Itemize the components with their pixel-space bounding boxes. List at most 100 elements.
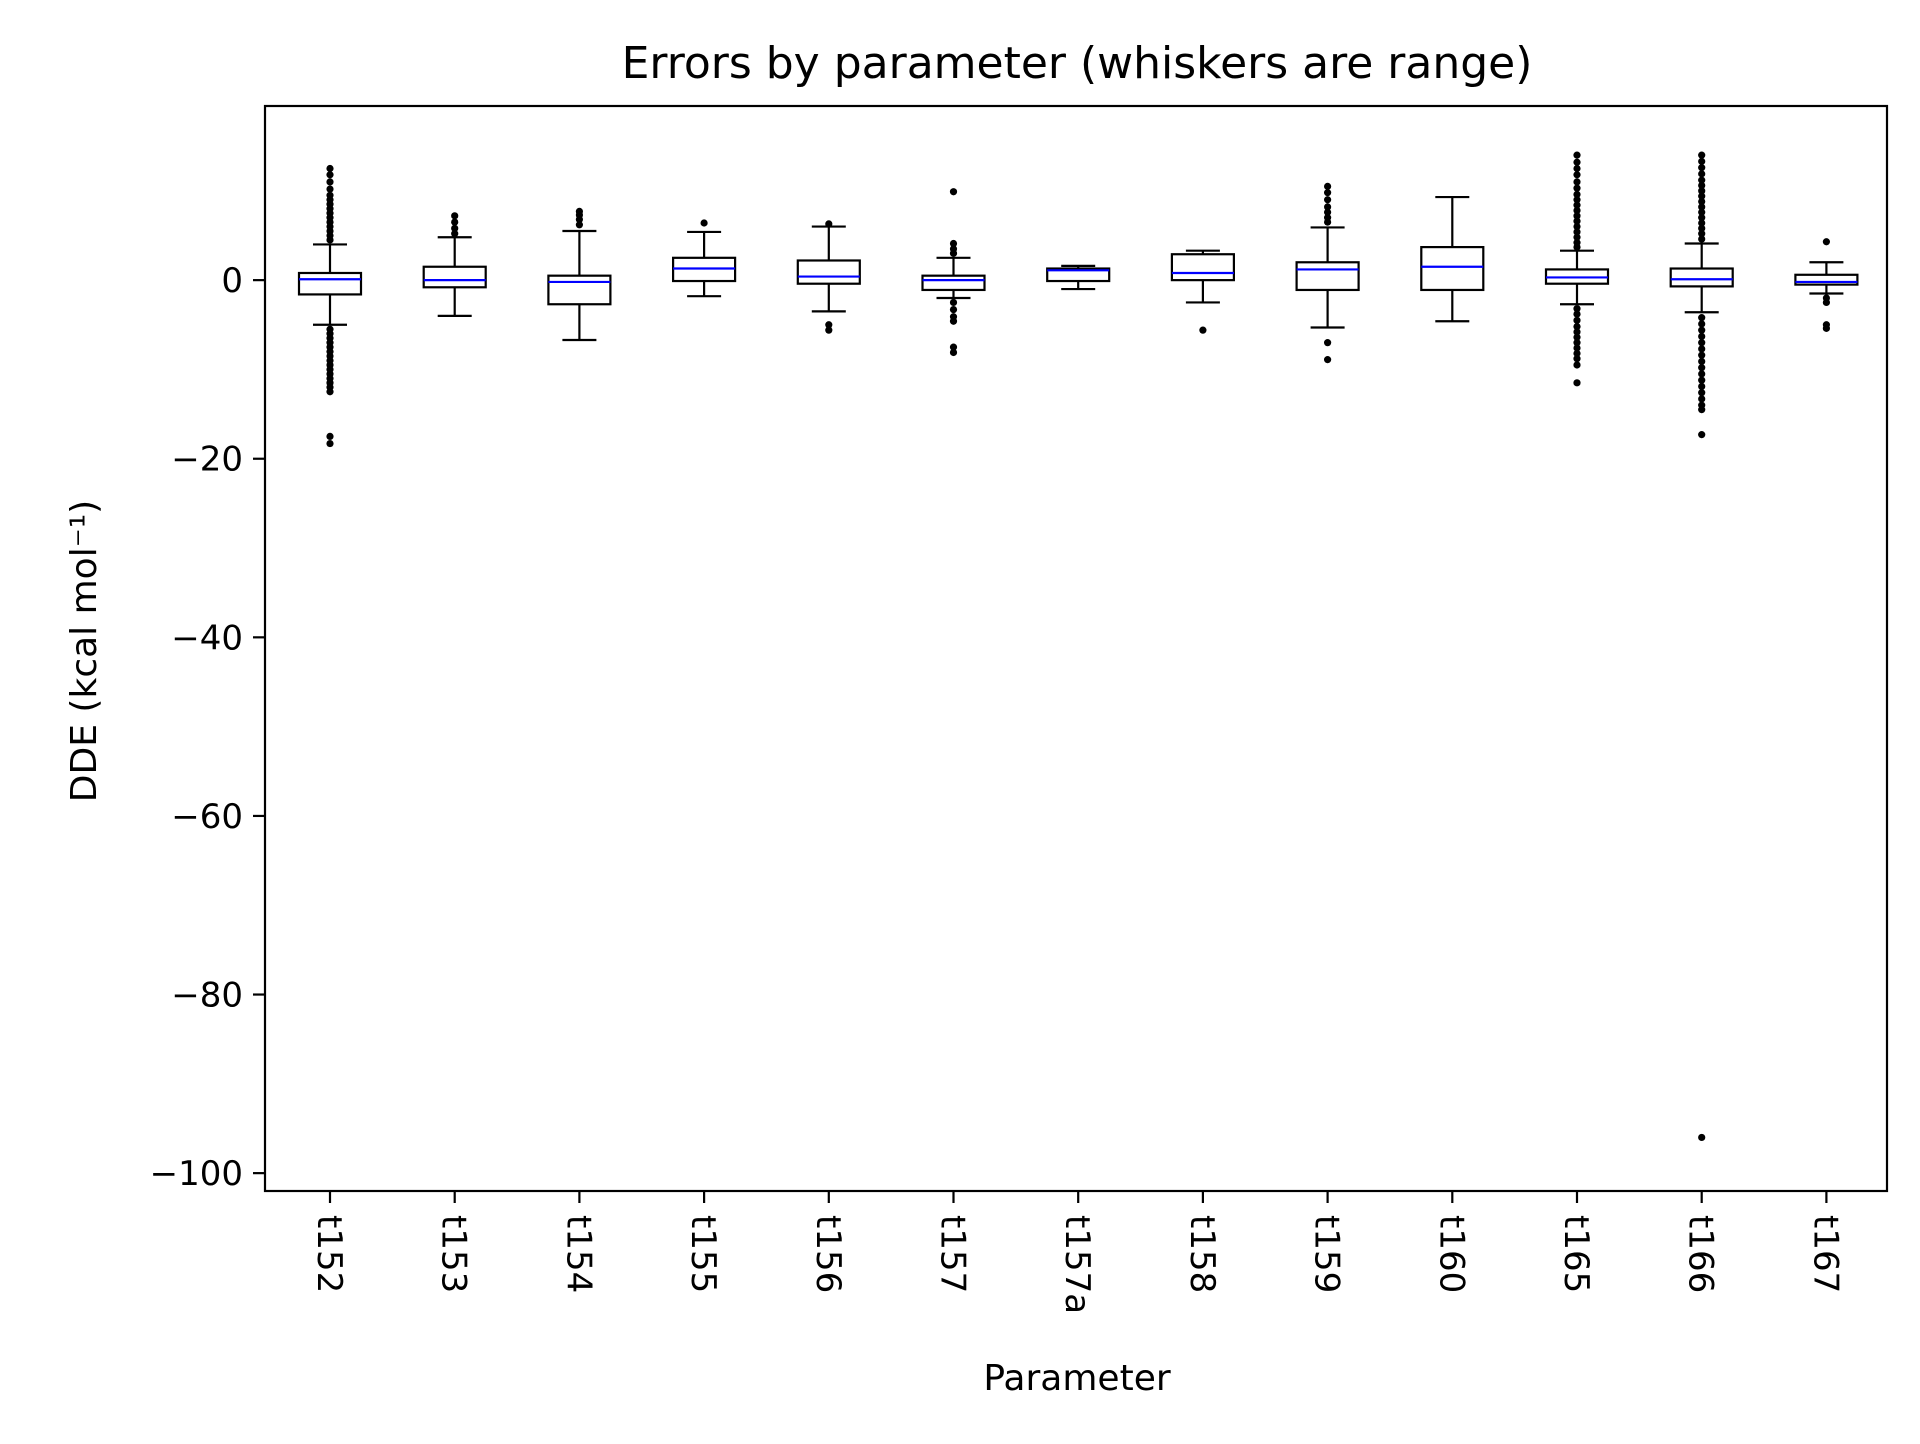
outlier-point — [326, 171, 334, 179]
outlier-point — [1573, 355, 1581, 363]
outlier-point — [1698, 370, 1706, 378]
outlier-point — [1698, 1133, 1706, 1142]
x-axis-label: Parameter — [983, 1358, 1170, 1399]
outlier-point — [1698, 332, 1706, 340]
outlier-point — [1573, 206, 1581, 215]
outlier-point — [1698, 214, 1706, 222]
outlier-point — [1573, 339, 1581, 347]
outlier-point — [1698, 176, 1706, 184]
outlier-point — [1573, 349, 1581, 357]
x-tick-label: t158 — [1182, 1215, 1222, 1293]
outlier-point — [1698, 230, 1706, 238]
outlier-point — [1698, 376, 1706, 384]
x-tick-label: t153 — [434, 1215, 474, 1293]
outlier-point — [1698, 197, 1706, 206]
outlier-point — [1573, 305, 1581, 313]
outlier-point — [949, 239, 958, 248]
outlier-point — [1324, 196, 1332, 204]
outlier-point — [1698, 170, 1706, 178]
y-tick-label: −100 — [150, 1154, 243, 1194]
y-tick-label: 0 — [221, 261, 243, 301]
x-tick-label: t165 — [1556, 1215, 1596, 1293]
outlier-point — [326, 185, 334, 193]
outlier-point — [1573, 158, 1581, 166]
outlier-point — [1573, 178, 1581, 186]
outlier-point — [575, 215, 584, 224]
outlier-point — [949, 188, 958, 196]
outlier-point — [1698, 339, 1706, 347]
outlier-point — [1573, 233, 1581, 241]
outlier-point — [1324, 339, 1332, 347]
outlier-point — [326, 178, 334, 186]
box-t154 — [547, 274, 612, 306]
outlier-point — [1573, 164, 1581, 173]
outlier-point — [949, 317, 958, 325]
outlier-point — [1199, 326, 1207, 334]
outlier-point — [1698, 364, 1706, 372]
x-tick-label: t159 — [1307, 1215, 1347, 1293]
outlier-point — [1698, 395, 1706, 403]
outlier-point — [1698, 357, 1706, 365]
outlier-point — [1698, 326, 1706, 334]
box-t166 — [1669, 267, 1734, 288]
outlier-point — [949, 343, 958, 351]
outlier-point — [451, 230, 459, 238]
x-tick-label: t167 — [1805, 1215, 1845, 1293]
outlier-point — [1698, 345, 1706, 353]
outlier-point — [949, 298, 958, 307]
y-tick-label: −80 — [171, 976, 243, 1016]
x-tick-label: t152 — [309, 1215, 349, 1293]
outlier-point — [1698, 219, 1706, 227]
x-tick-label: t156 — [808, 1215, 848, 1293]
outlier-point — [1698, 389, 1706, 397]
outlier-point — [1573, 196, 1581, 204]
outlier-point — [1573, 184, 1581, 192]
outlier-point — [1698, 351, 1706, 359]
outlier-point — [451, 212, 459, 220]
outlier-point — [1573, 310, 1581, 318]
outlier-point — [1573, 228, 1581, 236]
outlier-point — [326, 164, 334, 173]
outlier-point — [1573, 344, 1581, 352]
outlier-point — [1698, 431, 1706, 439]
outlier-point — [1573, 243, 1581, 251]
outlier-point — [949, 249, 958, 257]
outlier-point — [451, 218, 459, 226]
outlier-point — [1698, 203, 1706, 211]
box-t167 — [1794, 273, 1859, 286]
outlier-point — [1573, 379, 1581, 387]
outlier-point — [1573, 316, 1581, 324]
outlier-point — [1698, 187, 1706, 195]
x-tick-label: t157a — [1057, 1215, 1097, 1314]
outlier-point — [326, 432, 334, 441]
outlier-point — [949, 348, 958, 357]
outlier-point — [1698, 157, 1706, 165]
outlier-point — [1698, 406, 1706, 414]
outlier-point — [825, 321, 833, 329]
x-tick-label: t157 — [933, 1215, 973, 1293]
outlier-point — [1324, 356, 1332, 364]
plot-area: 0 −20 −40 −60 −80 −100 t152 t153 t154 t155 t156 t15… — [150, 104, 1889, 1314]
outlier-point — [1698, 192, 1706, 200]
outlier-point — [1324, 218, 1332, 226]
box-t159 — [1295, 261, 1360, 292]
outlier-point — [1573, 322, 1581, 331]
box-t160 — [1420, 245, 1485, 292]
outlier-point — [326, 388, 334, 396]
outlier-point — [1324, 208, 1332, 216]
outlier-point — [1573, 190, 1581, 199]
box-t152 — [297, 271, 363, 296]
outlier-point — [1822, 238, 1830, 246]
y-tick-label: −40 — [171, 618, 243, 658]
outlier-point — [1573, 222, 1581, 231]
x-tick-label: t155 — [683, 1215, 723, 1293]
y-tick-label: −60 — [171, 797, 243, 837]
outlier-point — [825, 220, 833, 228]
x-tick-label: t160 — [1431, 1215, 1471, 1293]
y-tick-label: −20 — [171, 440, 243, 480]
outlier-point — [1324, 203, 1332, 211]
outlier-point — [1573, 201, 1581, 209]
box-t157 — [921, 274, 986, 292]
outlier-point — [1324, 182, 1332, 190]
